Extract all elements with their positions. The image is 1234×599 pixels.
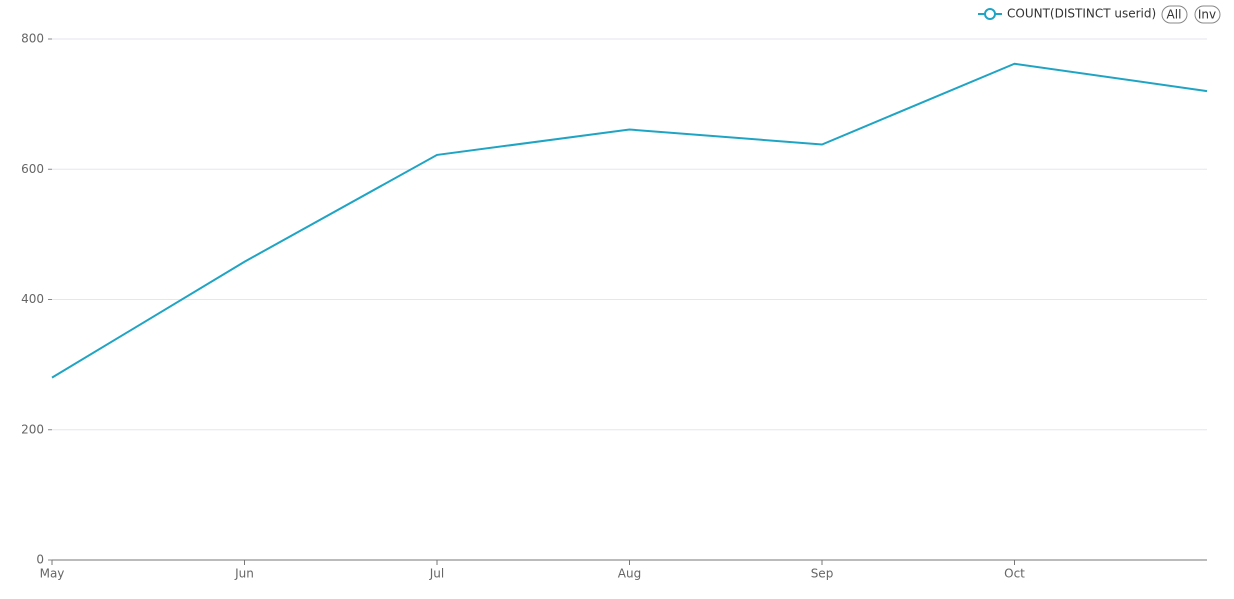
- y-tick-label: 400: [21, 292, 44, 306]
- x-tick-label: Jun: [234, 567, 254, 581]
- legend-button[interactable]: [1194, 5, 1221, 24]
- legend-button[interactable]: [1161, 5, 1188, 24]
- x-tick-label: Aug: [618, 567, 641, 581]
- legend-button-label[interactable]: All: [1167, 8, 1182, 22]
- y-tick-label: 0: [36, 553, 44, 567]
- x-tick-label: Jul: [429, 567, 444, 581]
- legend-label[interactable]: COUNT(DISTINCT userid): [1007, 7, 1156, 21]
- legend-button-label[interactable]: Inv: [1198, 8, 1216, 22]
- y-tick-label: 200: [21, 422, 44, 436]
- legend: All Inv COUNT(DISTINCT userid): [978, 5, 1221, 24]
- x-tick-label: Oct: [1004, 567, 1025, 581]
- y-tick-label: 800: [21, 32, 44, 46]
- x-tick-label: May: [40, 567, 65, 581]
- y-tick-label: 600: [21, 162, 44, 176]
- x-tick-label: Sep: [811, 567, 834, 581]
- legend-marker[interactable]: [984, 8, 996, 20]
- data-line: [51, 62, 1208, 379]
